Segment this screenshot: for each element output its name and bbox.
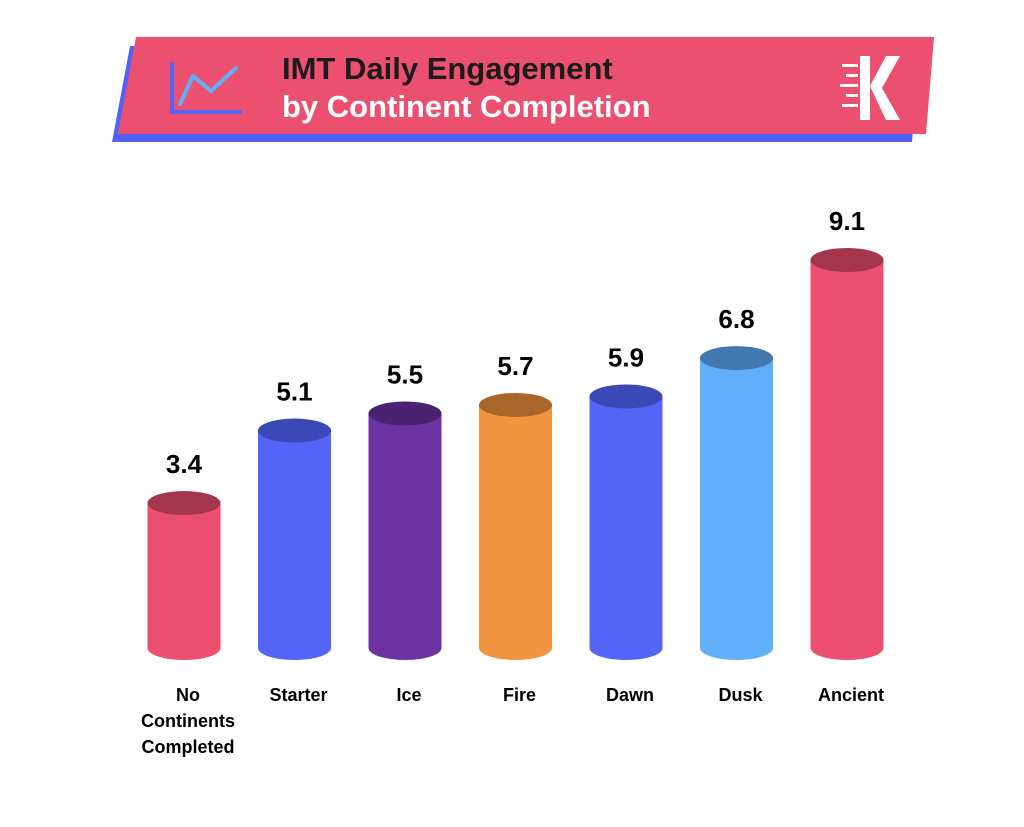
category-label: Fire [503, 685, 536, 705]
banner-background [118, 37, 934, 134]
line-chart-icon [170, 62, 242, 114]
bar [589, 384, 663, 660]
bar-base [368, 636, 442, 660]
bar-top [700, 346, 773, 371]
data-label: 3.4 [166, 449, 203, 479]
bar-top [258, 418, 331, 443]
bar-base [479, 636, 552, 660]
bar-top [368, 401, 442, 426]
bar [479, 392, 552, 660]
category-label: No [176, 685, 200, 705]
chart-title-line1: IMT Daily Engagement [282, 51, 613, 86]
title-banner [112, 37, 934, 142]
bar [258, 418, 331, 660]
bar-base [258, 636, 331, 660]
bar-body [479, 404, 552, 648]
bar-body [589, 396, 663, 648]
bar-body [368, 413, 442, 648]
bar-base [700, 636, 773, 660]
bar-top [810, 248, 884, 272]
bar-base [147, 636, 221, 660]
chart-title-line2: by Continent Completion [282, 89, 651, 124]
bar [700, 346, 773, 660]
bar [810, 248, 884, 660]
bar-base [589, 636, 663, 660]
category-label: Starter [269, 685, 327, 705]
category-label: Ice [396, 685, 421, 705]
data-label: 5.7 [497, 351, 533, 381]
bar-body [147, 503, 221, 648]
bar-top [147, 491, 221, 516]
bar [147, 491, 221, 660]
k-logo-icon [840, 56, 900, 120]
data-label: 6.8 [718, 304, 754, 334]
bar-body [700, 358, 773, 648]
bar [368, 401, 442, 660]
data-label: 5.1 [276, 377, 312, 407]
bar-body [258, 430, 331, 648]
category-label: Dusk [718, 685, 763, 705]
data-label: 9.1 [829, 206, 865, 236]
bar-top [479, 392, 552, 417]
bar-body [810, 260, 884, 648]
data-label: 5.5 [387, 359, 423, 389]
category-label: Continents [141, 711, 235, 731]
category-label: Dawn [606, 685, 654, 705]
bar-base [810, 636, 884, 660]
bar-top [589, 384, 663, 409]
category-label: Ancient [818, 685, 884, 705]
data-label: 5.9 [608, 342, 644, 372]
category-label: Completed [141, 737, 234, 757]
